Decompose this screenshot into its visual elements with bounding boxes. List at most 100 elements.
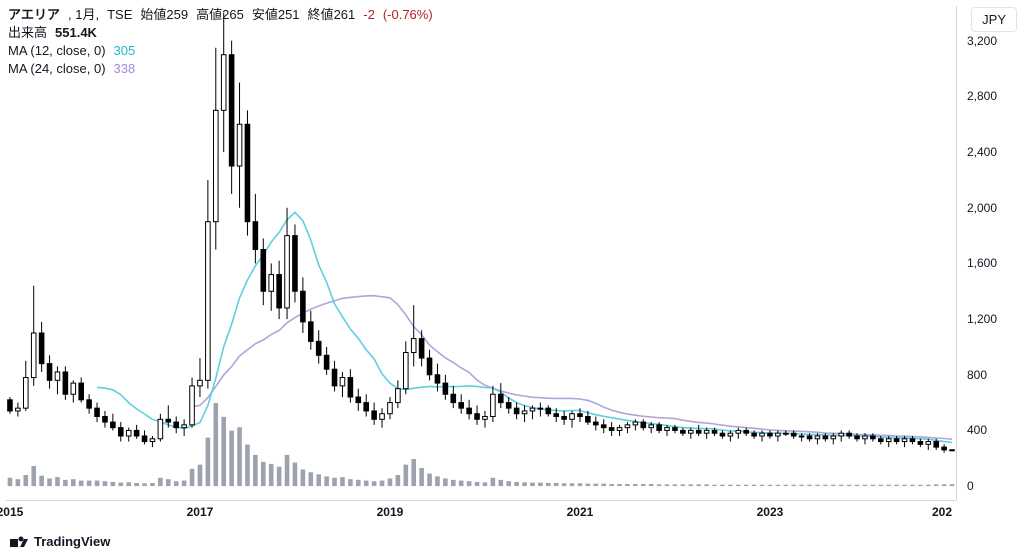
candle-body (475, 414, 480, 420)
candle-body (87, 400, 92, 408)
candle-body (411, 339, 416, 353)
ma24-label[interactable]: MA (24, close, 0) (8, 60, 106, 78)
candle-body (8, 400, 13, 411)
price-axis[interactable]: 04008001,2001,6002,0002,4002,8003,200 (956, 6, 1018, 500)
open-label: 始値 (140, 7, 166, 22)
candle-body (831, 436, 836, 439)
volume-bar (435, 476, 440, 486)
price-axis-label: 2,800 (967, 89, 997, 103)
candle-body (380, 414, 385, 420)
candle-body (894, 439, 899, 442)
volume-bar (752, 485, 757, 486)
candle-body (134, 430, 139, 436)
candle-body (419, 339, 424, 358)
volume-bar (720, 485, 725, 486)
volume-bar (878, 485, 883, 486)
volume-bar (221, 417, 226, 486)
volume-bar (269, 464, 274, 486)
legend[interactable]: アエリア , 1月, TSE 始値259 高値265 安値251 終値261 -… (8, 6, 433, 78)
candle-body (950, 450, 955, 451)
volume-value: 551.4K (55, 24, 97, 42)
change-pct: (-0.76%) (383, 6, 433, 24)
candle-body (799, 436, 804, 437)
volume-bar (316, 474, 321, 486)
symbol-name[interactable]: アエリア (8, 6, 60, 24)
volume-bar (570, 483, 575, 486)
volume-bar (206, 438, 211, 486)
volume-bar (198, 465, 203, 486)
volume-bar (356, 480, 361, 486)
candle-body (491, 394, 496, 416)
candle-body (538, 408, 543, 409)
candle-body (498, 394, 503, 402)
volume-bar (942, 484, 947, 486)
volume-bar (736, 485, 741, 486)
volume-bar (593, 484, 598, 486)
volume-bar (87, 481, 92, 487)
time-axis[interactable]: 20152017201920212023202 (6, 500, 956, 526)
candle-body (712, 430, 717, 433)
candle-body (578, 414, 583, 417)
volume-bar (459, 481, 464, 487)
volume-bar (823, 485, 828, 486)
interval-label: , 1月, (68, 6, 99, 24)
volume-bar (799, 485, 804, 486)
volume-bar (229, 431, 234, 486)
volume-bar (475, 482, 480, 486)
candle-body (31, 333, 36, 378)
volume-bar (166, 479, 171, 486)
volume-bar (419, 468, 424, 486)
candle-body (720, 433, 725, 436)
volume-bar (8, 478, 13, 486)
candle-body (839, 433, 844, 436)
candle-body (253, 222, 258, 250)
currency-badge[interactable]: JPY (971, 7, 1017, 32)
chart-plot-area[interactable] (6, 6, 956, 500)
volume-bar (633, 484, 638, 486)
candle-body (237, 124, 242, 166)
volume-bar (411, 459, 416, 486)
volume-bar (562, 483, 567, 486)
volume-bar (657, 484, 662, 486)
volume-bar (39, 476, 44, 486)
candle-body (522, 411, 527, 414)
volume-bar (791, 485, 796, 486)
volume-bar (673, 484, 678, 486)
volume-bar (427, 474, 432, 486)
candle-body (23, 378, 28, 409)
candle-body (554, 414, 559, 417)
candle-body (910, 439, 915, 442)
volume-bar (776, 485, 781, 486)
tradingview-logo[interactable]: TradingView (10, 534, 110, 549)
ma12-label[interactable]: MA (12, close, 0) (8, 42, 106, 60)
candle-body (348, 378, 353, 397)
volume-bar (79, 481, 84, 487)
volume-bar (609, 484, 614, 486)
candle-body (269, 275, 274, 292)
volume-bar (388, 478, 393, 486)
price-axis-label: 2,400 (967, 145, 997, 159)
candle-body (530, 408, 535, 411)
volume-bar (31, 466, 36, 486)
volume-label: 出来高 (8, 24, 47, 42)
candle-body (728, 433, 733, 436)
volume-bar (649, 484, 654, 486)
candle-body (506, 403, 511, 409)
candle-body (467, 408, 472, 414)
volume-bar (625, 484, 630, 486)
candle-body (293, 236, 298, 292)
candle-body (918, 442, 923, 445)
volume-bar (150, 483, 155, 486)
candle-body (855, 436, 860, 439)
volume-bar (704, 484, 709, 486)
candle-body (372, 411, 377, 419)
close-value: 261 (334, 7, 356, 22)
volume-bar (902, 485, 907, 486)
candle-body (681, 430, 686, 433)
open-value: 259 (166, 7, 188, 22)
candle-body (435, 375, 440, 383)
volume-bar (696, 484, 701, 486)
candle-body (688, 430, 693, 433)
candle-body (657, 425, 662, 431)
candle-body (673, 428, 678, 431)
